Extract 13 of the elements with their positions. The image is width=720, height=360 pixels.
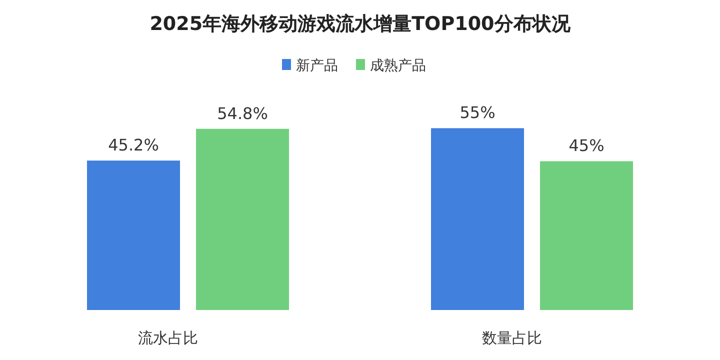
data-label: 45.2% bbox=[108, 136, 159, 155]
bar bbox=[196, 128, 289, 310]
data-label: 55% bbox=[460, 103, 496, 122]
x-tick-label: 流水占比 bbox=[138, 329, 198, 347]
data-label: 45% bbox=[568, 136, 604, 156]
legend-label: 新产品 bbox=[296, 58, 338, 74]
chart-title: 2025年海外移动游戏流水增量TOP100分布状况 bbox=[150, 13, 572, 35]
bar bbox=[431, 128, 524, 310]
x-tick-label: 数量占比 bbox=[482, 329, 542, 347]
bar bbox=[87, 160, 180, 310]
legend-label: 成熟产品 bbox=[370, 58, 426, 74]
data-label: 54.8% bbox=[217, 104, 268, 123]
bar bbox=[540, 161, 633, 310]
